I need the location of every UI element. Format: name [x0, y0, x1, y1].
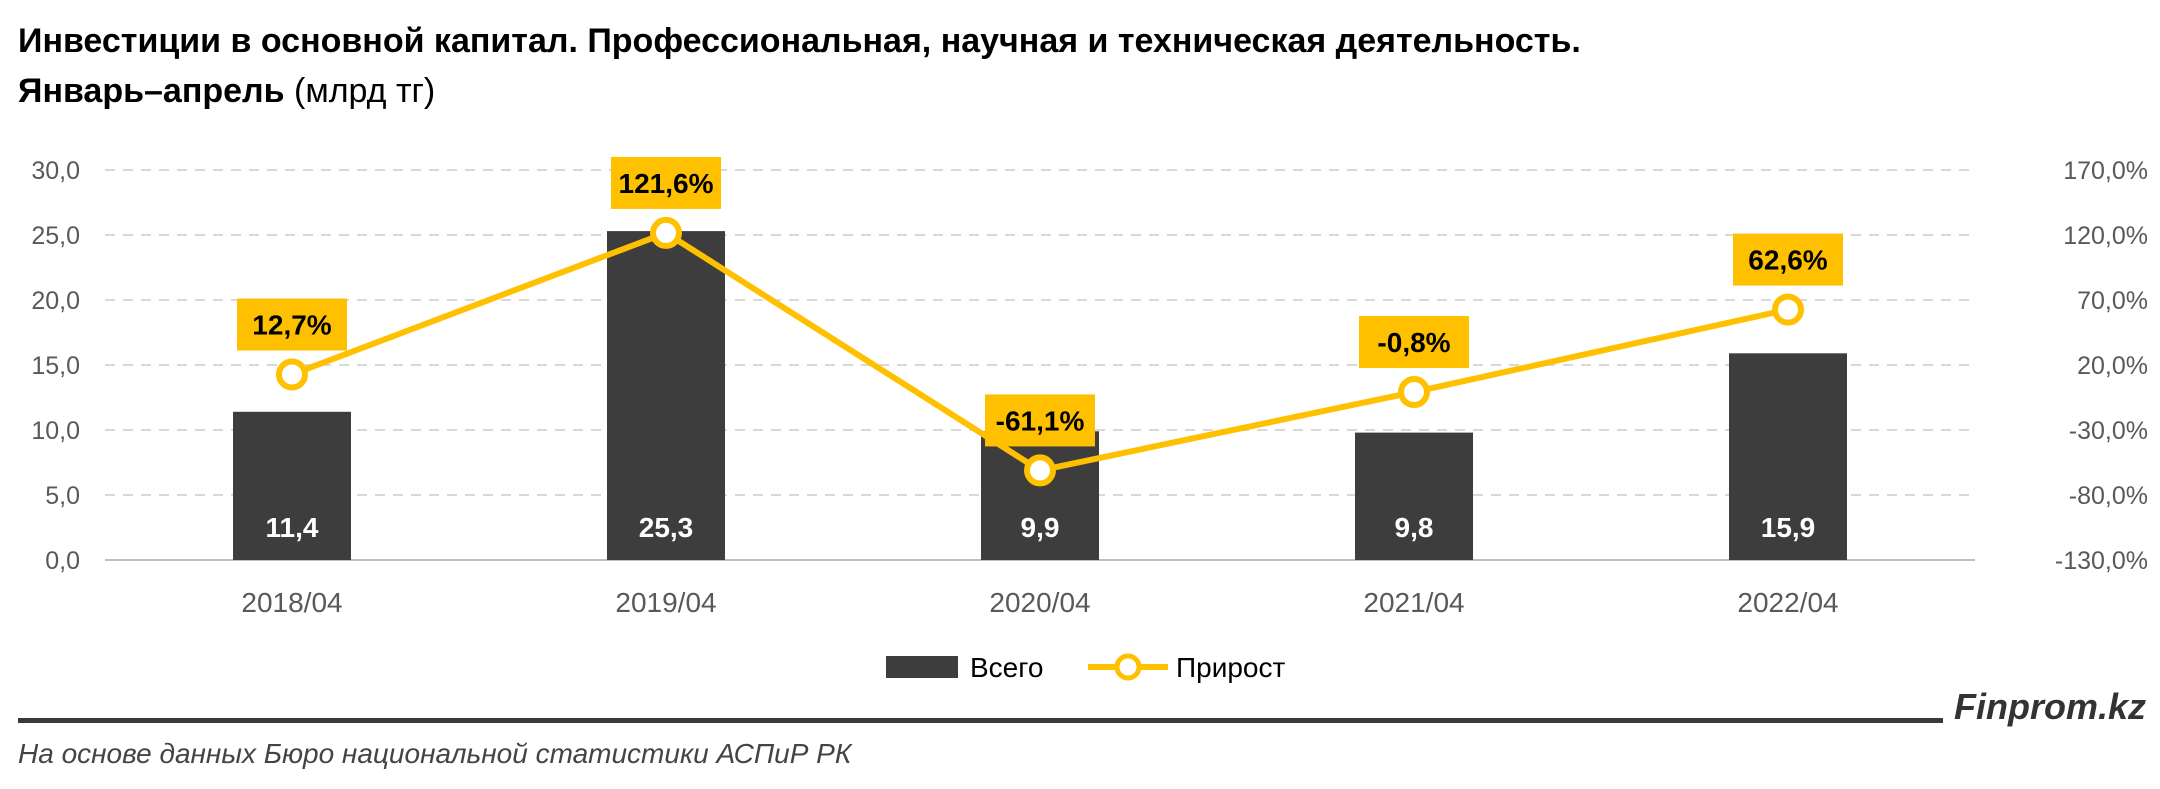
legend-label-growth: Прирост [1176, 652, 1285, 683]
growth-label-box [611, 156, 721, 209]
growth-point-2021/04 [1398, 376, 1430, 409]
bar-2019/04 [607, 231, 725, 560]
x-tick-label: 2022/04 [1737, 587, 1838, 618]
bar-value-label: 9,8 [1395, 512, 1434, 543]
combo-chart: 0,0 5,0 10,0 15,0 20,0 25,0 30,0 -130,0% -80,0%… [31, 156, 2148, 683]
left-tick-label: 25,0 [31, 222, 80, 250]
right-tick-label: 20,0% [2077, 352, 2148, 380]
growth-point-2022/04 [1772, 293, 1804, 326]
right-tick-label: 120,0% [2063, 222, 2148, 250]
left-axis: 0,0 5,0 10,0 15,0 20,0 25,0 30,0 [31, 157, 80, 575]
growth-label: -61,1% [985, 394, 1095, 447]
right-axis: -130,0% -80,0% -30,0% 20,0% 70,0% 120,0% 170,0… [2055, 157, 2148, 575]
growth-label-text: 12,7% [252, 309, 331, 340]
bar-value-label: 11,4 [266, 512, 319, 543]
source-note: На основе данных Бюро национальной стати… [18, 738, 852, 769]
left-tick-label: 15,0 [31, 352, 80, 380]
legend-swatch-bar [886, 656, 958, 678]
bar-value-label: 15,9 [1761, 512, 1816, 543]
legend-label-total: Всего [970, 652, 1043, 683]
growth-label: -0,8% [1359, 316, 1469, 369]
bar-2018/04 [233, 411, 351, 560]
bar-2022/04 [1729, 353, 1847, 560]
growth-label: 121,6% [611, 156, 721, 209]
right-tick-label: 170,0% [2063, 157, 2148, 185]
growth-label-text: -0,8% [1377, 327, 1450, 358]
left-tick-label: 30,0 [31, 157, 80, 185]
x-tick-label: 2018/04 [241, 587, 342, 618]
legend-swatch-marker [1114, 653, 1142, 681]
bar-value-label: 25,3 [639, 512, 694, 543]
growth-label-box [237, 298, 347, 351]
left-tick-label: 5,0 [45, 482, 80, 510]
growth-point-2018/04 [276, 358, 308, 391]
title-line-1: Инвестиции в основной капитал. Профессио… [18, 22, 1581, 60]
growth-point-2019/04 [650, 216, 682, 249]
growth-label-text: 121,6% [619, 168, 714, 199]
growth-label-box [985, 394, 1095, 447]
line-value-labels: 12,7% 121,6% -61,1% -0,8% 62,6% [237, 156, 1843, 447]
right-tick-label: -80,0% [2069, 482, 2148, 510]
bar-2020/04 [981, 431, 1099, 560]
x-tick-label: 2019/04 [615, 587, 716, 618]
left-tick-label: 0,0 [45, 547, 80, 575]
bar-value-label: 9,9 [1021, 512, 1060, 543]
x-axis: 2018/04 2019/04 2020/04 2021/04 2022/04 [241, 587, 1838, 618]
footer-divider [18, 718, 1943, 723]
growth-label: 62,6% [1733, 233, 1843, 286]
title-units: (млрд тг) [284, 72, 436, 110]
bar-series [233, 231, 1847, 560]
growth-label-box [1733, 233, 1843, 286]
title-period: Январь–апрель [18, 72, 285, 110]
growth-label-text: -61,1% [996, 405, 1085, 436]
growth-label-text: 62,6% [1748, 245, 1827, 276]
brand-logo-text: Finprom.kz [1953, 686, 2146, 727]
bar-value-labels: 11,4 25,3 9,9 9,8 15,9 [266, 512, 1816, 543]
chart-title: Инвестиции в основной капитал. Профессио… [18, 16, 1581, 116]
growth-point-2020/04 [1024, 454, 1056, 487]
legend: Всего Прирост [886, 652, 1285, 683]
right-tick-label: 70,0% [2077, 287, 2148, 315]
left-tick-label: 10,0 [31, 417, 80, 445]
growth-label: 12,7% [237, 298, 347, 351]
right-tick-label: -30,0% [2069, 417, 2148, 445]
left-tick-label: 20,0 [31, 287, 80, 315]
right-tick-label: -130,0% [2055, 547, 2148, 575]
bar-2021/04 [1355, 432, 1473, 560]
x-tick-label: 2021/04 [1363, 587, 1464, 618]
growth-label-box [1359, 316, 1469, 369]
line-series [276, 216, 1804, 487]
x-tick-label: 2020/04 [989, 587, 1090, 618]
